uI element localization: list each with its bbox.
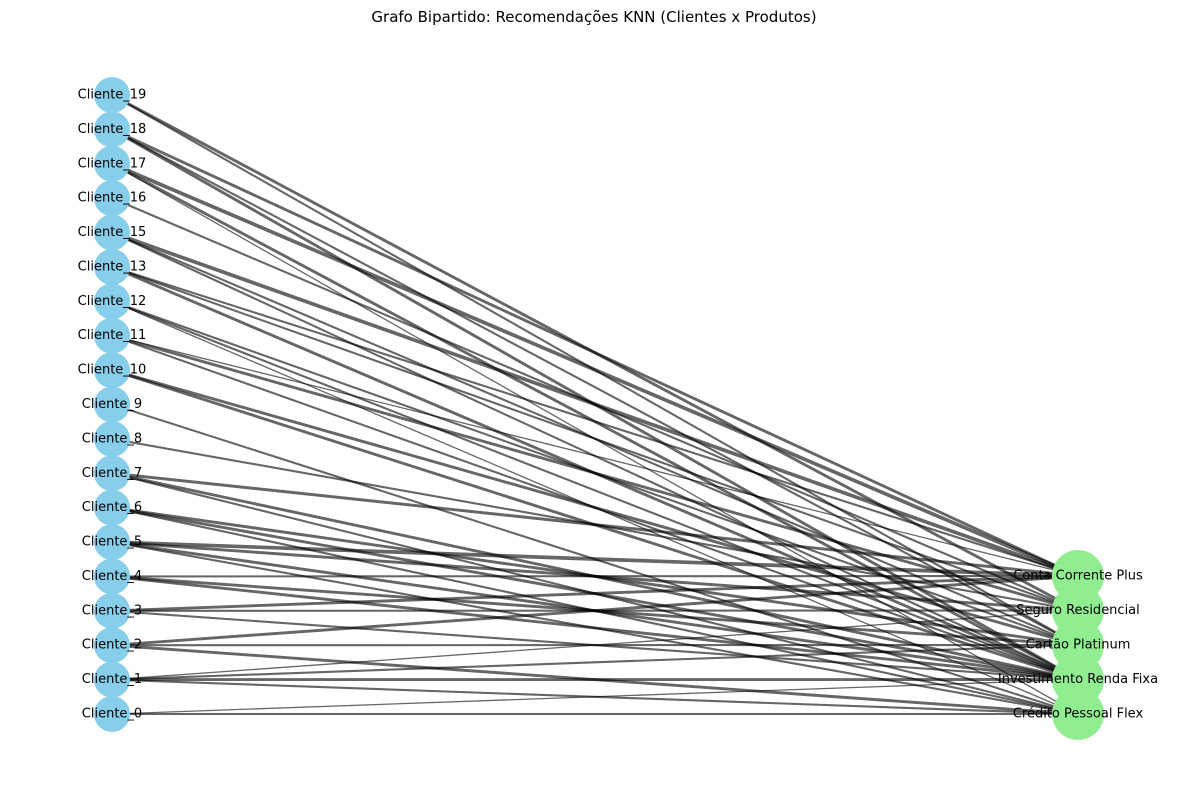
client-node-circle[interactable] [94,386,130,423]
client-node-cliente-9[interactable]: Cliente_9 [82,386,142,423]
client-node-circle[interactable] [94,77,130,113]
client-node-cliente-11[interactable]: Cliente_11 [78,317,147,354]
client-node-circle[interactable] [94,592,130,629]
client-node-circle[interactable] [94,696,130,732]
client-node-label: Cliente_6 [82,500,142,515]
product-node-label: Crédito Pessoal Flex [1013,707,1144,722]
client-node-cliente-2[interactable]: Cliente_2 [82,627,142,664]
client-node-circle[interactable] [94,283,130,320]
client-node-circle[interactable] [94,420,130,457]
client-node-label: Cliente_19 [78,88,147,103]
client-node-circle[interactable] [94,214,130,251]
product-node-label: Investimento Renda Fixa [998,672,1158,687]
client-node-cliente-17[interactable]: Cliente_17 [78,145,147,182]
client-node-label: Cliente_1 [82,672,142,687]
client-node-label: Cliente_7 [82,466,142,481]
client-node-cliente-1[interactable]: Cliente_1 [82,661,142,698]
product-node-label: Seguro Residencial [1016,603,1140,618]
product-node-label: Conta Corrente Plus [1013,569,1143,584]
edge-cliente-11-conta-corrente-plus [111,335,1079,577]
client-node-cliente-5[interactable]: Cliente_5 [82,524,142,561]
edge-cliente-4-investimento-renda-fixa [111,575,1079,681]
client-node-cliente-10[interactable]: Cliente_10 [78,352,147,389]
client-node-cliente-13[interactable]: Cliente_13 [78,248,147,285]
client-node-circle[interactable] [94,627,130,664]
client-node-circle[interactable] [94,145,130,182]
client-node-label: Cliente_17 [78,156,147,171]
client-node-cliente-8[interactable]: Cliente_8 [82,420,142,457]
client-node-circle[interactable] [94,248,130,285]
product-node-layer: Conta Corrente Plus Seguro Residencial Car… [998,550,1158,740]
client-node-cliente-12[interactable]: Cliente_12 [78,283,147,320]
client-node-label: Cliente_10 [78,363,147,378]
client-node-cliente-0[interactable]: Cliente_0 [82,696,142,732]
client-node-circle[interactable] [94,180,130,217]
client-node-circle[interactable] [94,489,130,526]
edge-cliente-1-seguro-residencial [111,609,1079,681]
edge-cliente-17-conta-corrente-plus [111,162,1079,578]
client-node-label: Cliente_13 [78,259,147,274]
edge-cliente-15-conta-corrente-plus [111,230,1079,578]
client-node-cliente-6[interactable]: Cliente_6 [82,489,142,526]
edge-cliente-7-conta-corrente-plus [111,471,1079,578]
edge-cliente-13-seguro-residencial [111,265,1079,612]
client-node-circle[interactable] [94,558,130,595]
client-node-cliente-18[interactable]: Cliente_18 [78,111,147,148]
edge-cliente-3-conta-corrente-plus [111,574,1079,613]
edge-cliente-18-conta-corrente-plus [111,128,1079,578]
edge-cliente-1-cartao-platinum [111,643,1079,681]
client-node-cliente-16[interactable]: Cliente_16 [78,180,147,217]
client-node-cliente-19[interactable]: Cliente_19 [78,77,147,113]
client-node-layer: Cliente_19 Cliente_18 Cliente_17 Cliente_16… [78,77,147,732]
product-node-circle[interactable] [1052,688,1104,740]
client-node-label: Cliente_9 [82,397,142,412]
client-node-label: Cliente_8 [82,431,142,446]
client-node-label: Cliente_2 [82,638,142,653]
edge-cliente-13-conta-corrente-plus [111,265,1079,578]
graph-title: Grafo Bipartido: Recomendações KNN (Clie… [371,8,816,26]
client-node-circle[interactable] [94,455,130,492]
product-node-label: Cartão Platinum [1026,638,1131,653]
product-node-credito-pessoal-flex[interactable]: Crédito Pessoal Flex [1013,688,1144,740]
client-node-cliente-4[interactable]: Cliente_4 [82,558,142,595]
client-node-label: Cliente_4 [82,569,142,584]
edge-cliente-5-conta-corrente-plus [111,540,1079,578]
client-node-circle[interactable] [94,111,130,148]
client-node-label: Cliente_11 [78,328,147,343]
client-node-circle[interactable] [94,661,130,698]
client-node-label: Cliente_5 [82,535,142,550]
client-node-circle[interactable] [94,317,130,354]
client-node-cliente-7[interactable]: Cliente_7 [82,455,142,492]
client-node-circle[interactable] [94,352,130,389]
client-node-circle[interactable] [94,524,130,561]
client-node-cliente-3[interactable]: Cliente_3 [82,592,142,629]
client-node-cliente-15[interactable]: Cliente_15 [78,214,147,251]
client-node-label: Cliente_15 [78,225,147,240]
edge-cliente-11-seguro-residencial [111,334,1079,612]
client-node-label: Cliente_18 [78,122,147,137]
edge-layer [111,93,1079,716]
edge-cliente-12-investimento-renda-fixa [111,300,1079,681]
edge-cliente-2-conta-corrente-plus [111,574,1079,647]
client-node-label: Cliente_3 [82,603,142,618]
client-node-label: Cliente_16 [78,191,147,206]
client-node-label: Cliente_0 [82,707,142,722]
client-node-label: Cliente_12 [78,294,147,309]
edge-cliente-0-investimento-renda-fixa [111,678,1079,715]
